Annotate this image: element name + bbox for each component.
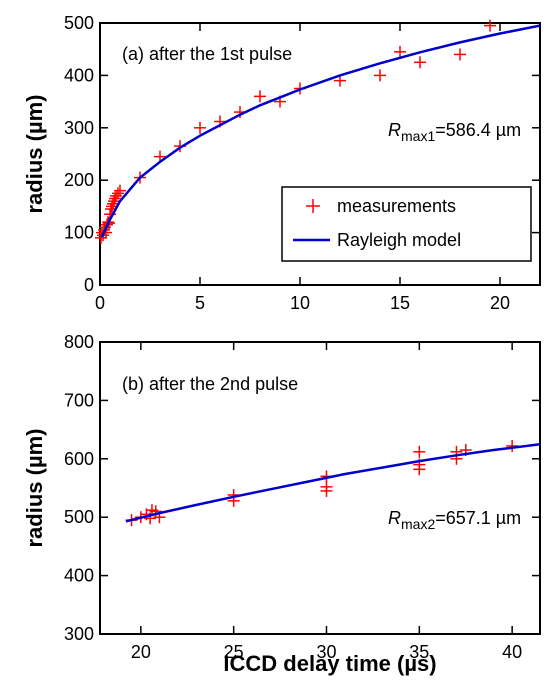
measurement-point <box>413 445 426 458</box>
panel-b-annotation: Rmax2=657.1 µm <box>388 508 521 532</box>
panel-b-label: (b) after the 2nd pulse <box>122 374 298 394</box>
x-tick-label: 15 <box>390 293 410 313</box>
panel-a-ylabel: radius (µm) <box>22 94 47 213</box>
measurement-point <box>414 56 426 69</box>
legend-measurements-label: measurements <box>337 196 456 216</box>
panel-a: (a) after the 1st pulse Rmax1=586.4 µm m… <box>22 13 541 313</box>
panel-b-annotation-subscript: max2 <box>401 516 435 532</box>
rayleigh-model-line <box>125 442 540 523</box>
y-tick-label: 400 <box>64 566 94 586</box>
legend: measurements Rayleigh model <box>281 186 532 262</box>
y-tick-label: 800 <box>64 332 94 352</box>
panel-a-annotation-value: =586.4 µm <box>435 120 521 140</box>
panel-a-label: (a) after the 1st pulse <box>122 44 292 64</box>
panel-b-ticks: 20 25 30 35 40 300 400 500 600 700 800 <box>64 332 540 662</box>
y-tick-label: 0 <box>84 275 94 295</box>
measurement-point <box>254 90 266 103</box>
measurement-point <box>112 187 124 200</box>
measurement-point <box>107 197 119 210</box>
y-tick-label: 500 <box>64 13 94 33</box>
x-tick-label: 40 <box>502 642 522 662</box>
panel-b-ylabel: radius (µm) <box>22 428 47 547</box>
y-tick-label: 300 <box>64 624 94 644</box>
panel-a-annotation-symbol: R <box>388 120 401 140</box>
measurement-point <box>454 48 466 61</box>
panel-b-xlabel: ICCD delay time (µs) <box>223 651 436 676</box>
panel-b-annotation-symbol: R <box>388 508 401 528</box>
measurement-point <box>194 121 206 134</box>
panel-a-annotation: Rmax1=586.4 µm <box>388 120 521 144</box>
measurement-point <box>95 231 107 244</box>
measurement-point <box>108 195 120 208</box>
panel-a-frame <box>99 22 541 286</box>
legend-box <box>281 186 532 262</box>
y-tick-label: 400 <box>64 65 94 85</box>
x-tick-label: 20 <box>490 293 510 313</box>
measurement-point <box>114 184 126 197</box>
legend-model-label: Rayleigh model <box>337 230 461 250</box>
y-tick-label: 300 <box>64 118 94 138</box>
x-tick-label: 20 <box>131 642 151 662</box>
panel-b: (b) after the 2nd pulse Rmax2=657.1 µm r… <box>22 332 541 676</box>
x-tick-label: 0 <box>95 293 105 313</box>
legend-measurements-marker <box>306 199 320 213</box>
y-tick-label: 100 <box>64 223 94 243</box>
x-tick-label: 35 <box>409 642 429 662</box>
x-tick-label: 5 <box>195 293 205 313</box>
panel-b-annotation-value: =657.1 µm <box>435 508 521 528</box>
measurement-point <box>320 480 333 493</box>
x-tick-label: 30 <box>316 642 336 662</box>
y-tick-label: 200 <box>64 170 94 190</box>
rayleigh-model-line <box>100 24 540 238</box>
measurement-point <box>394 45 406 58</box>
panel-a-annotation-subscript: max1 <box>401 128 435 144</box>
measurement-point <box>374 69 386 82</box>
measurement-point <box>484 19 496 32</box>
y-tick-label: 600 <box>64 449 94 469</box>
panel-b-frame <box>99 341 541 635</box>
x-tick-label: 25 <box>224 642 244 662</box>
y-tick-label: 700 <box>64 390 94 410</box>
measurement-point <box>109 192 121 205</box>
y-tick-label: 500 <box>64 507 94 527</box>
x-tick-label: 10 <box>290 293 310 313</box>
